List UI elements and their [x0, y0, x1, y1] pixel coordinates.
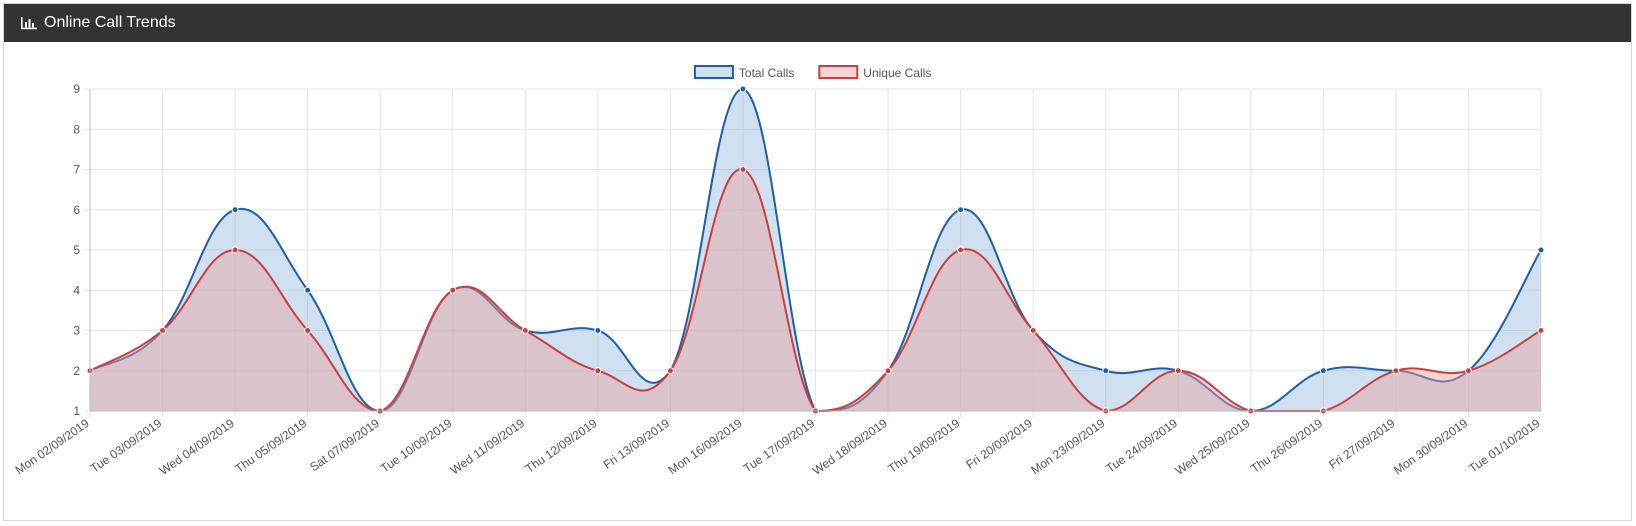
- data-point[interactable]: [739, 85, 747, 93]
- x-tick-label: Mon 23/09/2019: [1028, 416, 1107, 477]
- data-point[interactable]: [594, 367, 602, 375]
- y-tick-label: 1: [73, 404, 80, 418]
- y-tick-label: 9: [73, 82, 80, 96]
- x-tick-label: Sat 07/09/2019: [307, 416, 382, 474]
- data-point[interactable]: [884, 367, 892, 375]
- data-point[interactable]: [1392, 367, 1400, 375]
- legend: Total Calls Unique Calls: [693, 65, 931, 80]
- data-point[interactable]: [1537, 246, 1545, 254]
- legend-item-unique-calls[interactable]: Unique Calls: [818, 65, 931, 80]
- x-tick-label: Mon 30/09/2019: [1391, 416, 1470, 477]
- data-point[interactable]: [594, 327, 602, 334]
- x-tick-label: Tue 17/09/2019: [741, 416, 818, 476]
- y-tick-label: 3: [73, 324, 80, 338]
- data-point[interactable]: [304, 327, 312, 334]
- chart-area: Total Calls Unique Calls 1 2 3 4 5 6 7 8 9 Mon 02/…: [4, 42, 1631, 520]
- series-area: [90, 169, 1541, 411]
- x-tick-label: Thu 05/09/2019: [232, 416, 309, 476]
- data-point[interactable]: [159, 327, 167, 334]
- y-tick-label: 2: [73, 364, 80, 378]
- data-point[interactable]: [1102, 367, 1110, 375]
- x-tick-label: Wed 18/09/2019: [810, 416, 890, 478]
- x-tick-label: Wed 11/09/2019: [448, 416, 528, 478]
- x-tick-label: Tue 10/09/2019: [378, 416, 455, 476]
- data-point[interactable]: [521, 327, 529, 334]
- data-point[interactable]: [449, 286, 457, 294]
- data-point[interactable]: [1464, 367, 1472, 375]
- x-tick-label: Thu 12/09/2019: [523, 416, 600, 476]
- x-tick-label: Wed 25/09/2019: [1173, 416, 1253, 478]
- data-point[interactable]: [1029, 327, 1037, 334]
- data-point[interactable]: [1319, 367, 1327, 375]
- y-tick-label: 7: [73, 163, 80, 177]
- panel-title: Online Call Trends: [44, 14, 176, 31]
- data-point[interactable]: [957, 246, 965, 254]
- x-tick-label: Mon 16/09/2019: [666, 416, 745, 477]
- legend-swatch: [818, 65, 859, 79]
- chart-grid: [84, 88, 1542, 417]
- series-total-calls: [86, 85, 1545, 415]
- y-tick-label: 4: [73, 283, 80, 297]
- x-tick-label: Fri 27/09/2019: [1326, 416, 1398, 472]
- line-chart: Total Calls Unique Calls 1 2 3 4 5 6 7 8 9 Mon 02/…: [13, 65, 1545, 478]
- x-tick-label: Thu 19/09/2019: [885, 416, 962, 476]
- legend-label: Total Calls: [739, 66, 794, 80]
- x-tick-label: Wed 04/09/2019: [157, 416, 237, 478]
- legend-swatch: [693, 65, 734, 79]
- y-tick-label: 5: [73, 243, 80, 257]
- x-tick-label: Tue 24/09/2019: [1103, 416, 1180, 476]
- data-point[interactable]: [666, 367, 674, 375]
- legend-label: Unique Calls: [863, 66, 931, 80]
- x-tick-label: Mon 02/09/2019: [13, 416, 92, 477]
- data-point[interactable]: [957, 206, 965, 214]
- data-point[interactable]: [1174, 367, 1182, 375]
- y-tick-label: 8: [73, 122, 80, 136]
- x-tick-label: Fri 13/09/2019: [601, 416, 673, 472]
- x-tick-label: Tue 01/10/2019: [1466, 416, 1543, 476]
- y-tick-label: 6: [73, 203, 80, 217]
- series-line: [89, 87, 1542, 413]
- data-point[interactable]: [231, 246, 239, 254]
- x-tick-label: Thu 26/09/2019: [1248, 416, 1325, 476]
- chart-panel: Online Call Trends Total Calls Unique Cal…: [3, 3, 1632, 521]
- x-tick-label: Fri 20/09/2019: [963, 416, 1035, 472]
- data-point[interactable]: [739, 166, 747, 173]
- x-tick-label: Tue 03/09/2019: [88, 416, 165, 476]
- legend-item-total-calls[interactable]: Total Calls: [693, 65, 794, 80]
- data-point[interactable]: [231, 206, 239, 214]
- panel-header: Online Call Trends: [4, 4, 1631, 42]
- data-point[interactable]: [304, 286, 312, 294]
- data-point[interactable]: [1537, 327, 1545, 334]
- bar-chart-icon: [21, 17, 37, 30]
- series-area: [90, 89, 1541, 411]
